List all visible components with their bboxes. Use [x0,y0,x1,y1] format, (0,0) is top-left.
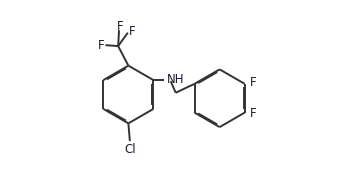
Text: F: F [117,20,123,33]
Text: F: F [129,25,135,38]
Text: Cl: Cl [124,143,136,156]
Text: F: F [250,76,257,89]
Text: NH: NH [167,73,185,86]
Text: F: F [250,107,257,120]
Text: F: F [98,39,105,52]
